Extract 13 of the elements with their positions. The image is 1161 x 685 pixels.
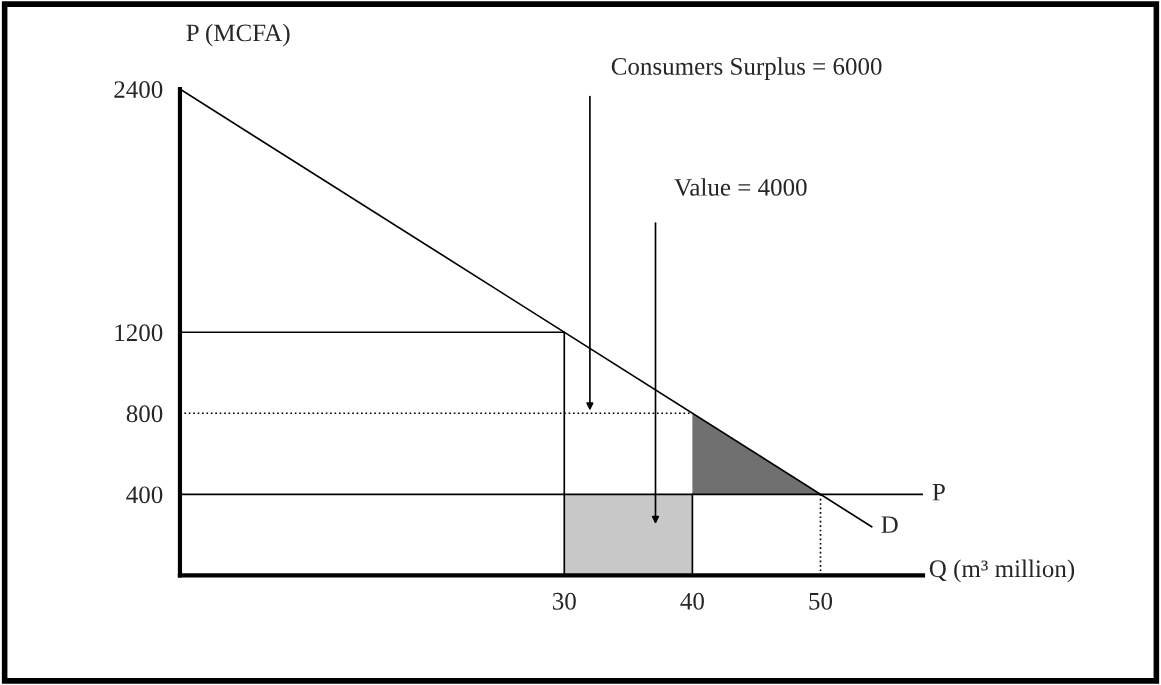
x-axis-title: Q (m³ million) [929, 559, 1075, 583]
y-axis-title: P (MCFA) [186, 23, 290, 47]
x-tick-label: 50 [809, 592, 833, 610]
ref-line-label: P [932, 483, 945, 501]
annotation: Consumers Surplus = 6000 [611, 57, 882, 80]
x-tick-label: 30 [552, 592, 576, 610]
y-tick-label: 2400 [114, 81, 163, 98]
series-label: D [881, 516, 898, 533]
x-tick-label: 40 [680, 592, 704, 610]
y-tick-label: 800 [126, 405, 163, 423]
y-tick-label: 400 [126, 486, 163, 504]
y-tick-label: 1200 [115, 324, 163, 342]
annotation: Value = 4000 [674, 178, 807, 196]
